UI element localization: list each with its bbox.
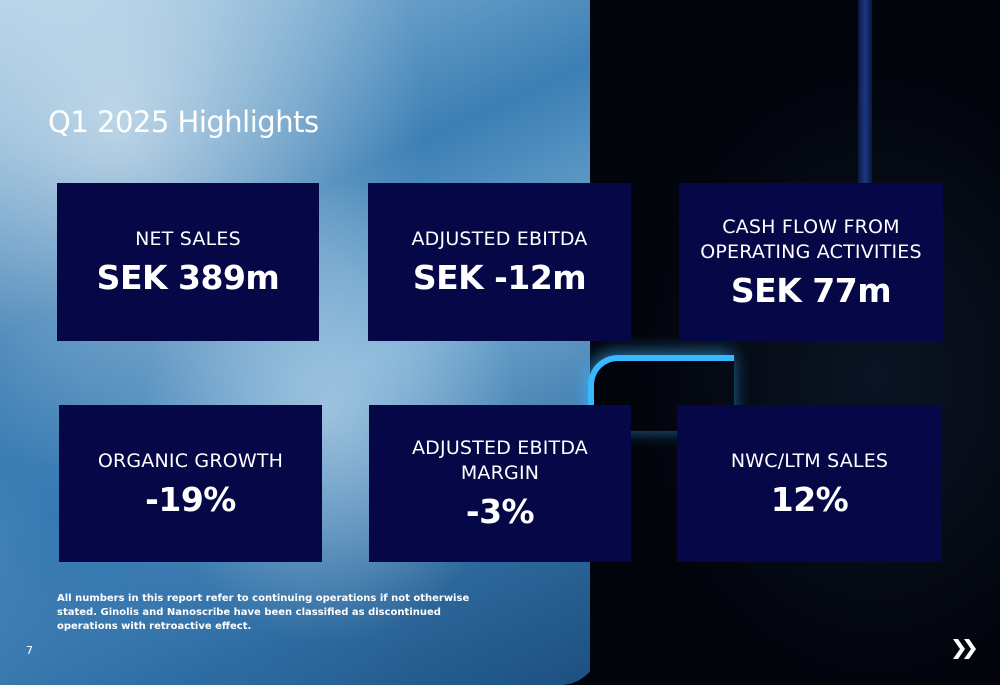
kpi-label: ADJUSTED EBITDA MARGIN <box>411 437 589 484</box>
kpi-label: CASH FLOW FROM OPERATING ACTIVITIES <box>700 215 922 263</box>
footnote: All numbers in this report refer to cont… <box>57 593 470 632</box>
kpi-label: NWC/LTM SALES <box>730 449 889 472</box>
double-chevron-right-icon[interactable] <box>952 636 978 662</box>
page-title: Q1 2025 Highlights <box>48 105 319 139</box>
kpi-label: ADJUSTED EBITDA <box>411 228 588 250</box>
kpi-label: NET SALES <box>135 228 241 250</box>
kpi-card-nwc-ltm-sales: NWC/LTM SALES 12% <box>677 405 942 562</box>
page-number: 7 <box>26 644 33 657</box>
kpi-value: SEK 389m <box>96 258 280 297</box>
kpi-value: 12% <box>770 479 849 519</box>
background-glow-line <box>588 355 734 431</box>
kpi-card-adjusted-ebitda: ADJUSTED EBITDA SEK -12m <box>368 183 631 341</box>
kpi-value: SEK 77m <box>730 270 892 310</box>
kpi-card-organic-growth: ORGANIC GROWTH -19% <box>59 405 322 562</box>
kpi-value: -3% <box>465 492 535 531</box>
kpi-card-ebitda-margin: ADJUSTED EBITDA MARGIN -3% <box>369 405 631 562</box>
kpi-value: -19% <box>145 479 236 519</box>
kpi-card-net-sales: NET SALES SEK 389m <box>57 183 319 341</box>
kpi-label: ORGANIC GROWTH <box>97 449 284 472</box>
background-image-dark <box>590 0 1000 685</box>
background-image-ice <box>0 0 600 685</box>
kpi-card-cash-flow: CASH FLOW FROM OPERATING ACTIVITIES SEK … <box>679 183 943 341</box>
kpi-value: SEK -12m <box>412 258 587 297</box>
